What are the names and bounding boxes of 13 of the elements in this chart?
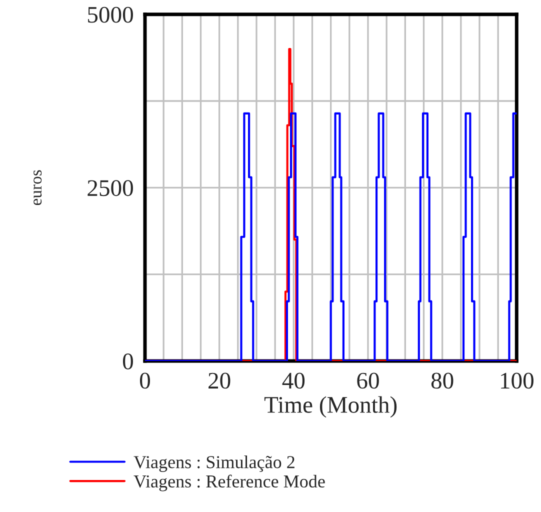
x-tick-label: 60 [357, 372, 379, 389]
y-axis-title: euros [34, 170, 42, 206]
x-tick-label: 40 [282, 372, 305, 389]
x-tick-label: 100 [501, 372, 534, 389]
x-tick-label: 80 [431, 372, 454, 389]
legend-label: Viagens : Reference Mode [134, 474, 325, 492]
x-tick-label: 20 [208, 372, 230, 389]
x-axis-title: Time (Month) [264, 396, 397, 418]
x-tick-label: 0 [140, 372, 150, 389]
legend-label: Viagens : Simulação 2 [134, 456, 294, 472]
y-tick-label: 0 [122, 353, 133, 370]
y-tick-label: 5000 [88, 6, 133, 23]
y-tick-label: 2500 [88, 180, 133, 196]
